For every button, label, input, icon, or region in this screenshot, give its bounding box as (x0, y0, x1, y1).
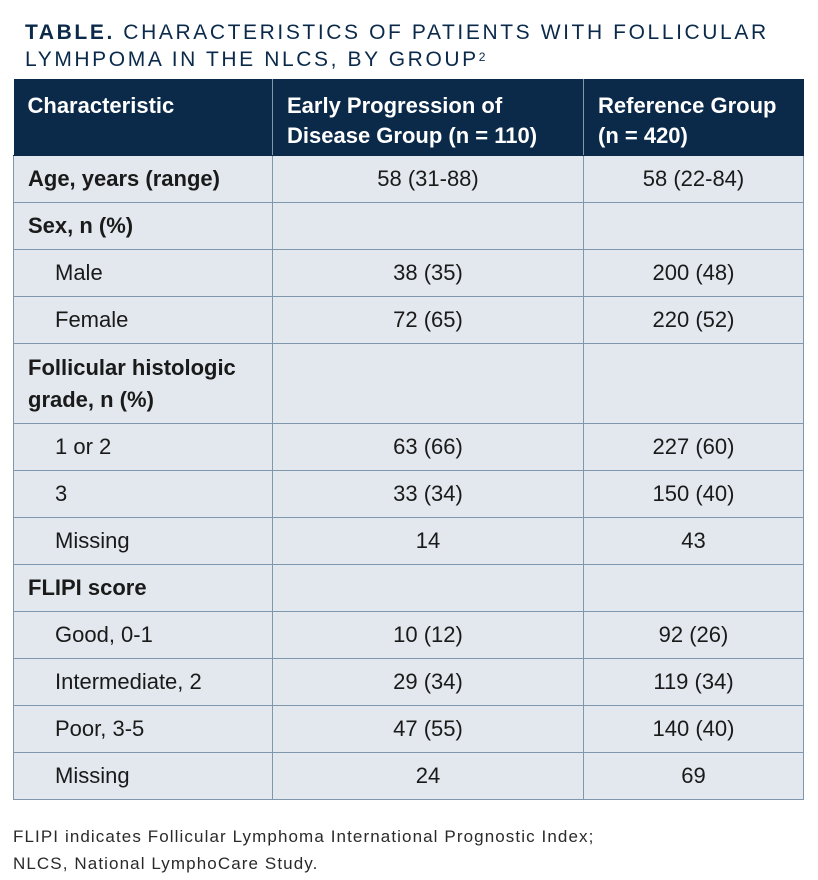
table-row: Male 38 (35) 200 (48) (13, 249, 804, 297)
reference-value (583, 202, 804, 250)
table-row: Sex, n (%) (13, 202, 804, 250)
reference-value: 200 (48) (583, 249, 804, 297)
header-row: Characteristic Early Progression of Dise… (13, 79, 804, 156)
row-label: Missing (13, 517, 273, 565)
early-value: 38 (35) (272, 249, 584, 297)
header-reference-group: Reference Group (n = 420) (583, 79, 804, 156)
reference-value (583, 564, 804, 612)
early-value: 33 (34) (272, 470, 584, 518)
early-value: 10 (12) (272, 611, 584, 659)
table-row: 1 or 2 63 (66) 227 (60) (13, 423, 804, 471)
reference-value: 119 (34) (583, 658, 804, 706)
row-label: Sex, n (%) (13, 202, 273, 250)
reference-value: 43 (583, 517, 804, 565)
row-label: Missing (13, 752, 273, 800)
reference-value: 140 (40) (583, 705, 804, 753)
row-label: Poor, 3-5 (13, 705, 273, 753)
row-label: Female (13, 296, 273, 344)
early-value: 58 (31-88) (272, 155, 584, 203)
table-row: Poor, 3-5 47 (55) 140 (40) (13, 705, 804, 753)
table-row: Missing 14 43 (13, 517, 804, 565)
table-row: Intermediate, 2 29 (34) 119 (34) (13, 658, 804, 706)
early-value (272, 564, 584, 612)
row-label: 3 (13, 470, 273, 518)
table-row: Missing 24 69 (13, 752, 804, 800)
table-title-dot: . (106, 21, 115, 44)
header-characteristic: Characteristic (13, 79, 273, 156)
row-label: Male (13, 249, 273, 297)
row-label: Follicular histologic grade, n (%) (13, 343, 273, 424)
early-value: 14 (272, 517, 584, 565)
early-value: 72 (65) (272, 296, 584, 344)
early-value (272, 202, 584, 250)
row-label: 1 or 2 (13, 423, 273, 471)
table-row: FLIPI score (13, 564, 804, 612)
reference-value: 92 (26) (583, 611, 804, 659)
reference-value: 150 (40) (583, 470, 804, 518)
table-row: Good, 0-1 10 (12) 92 (26) (13, 611, 804, 659)
footnote-line-2: NLCS, National LymphoCare Study. (13, 854, 319, 873)
table-title-lead: TABLE (25, 21, 107, 44)
table-title: TABLE. CHARACTERISTICS OF PATIENTS WITH … (25, 19, 815, 73)
early-value: 29 (34) (272, 658, 584, 706)
reference-value: 220 (52) (583, 296, 804, 344)
early-value: 47 (55) (272, 705, 584, 753)
early-value (272, 343, 584, 424)
reference-value (583, 343, 804, 424)
table-row: Female 72 (65) 220 (52) (13, 296, 804, 344)
table-row: Age, years (range) 58 (31-88) 58 (22-84) (13, 155, 804, 203)
row-label: Intermediate, 2 (13, 658, 273, 706)
reference-value: 227 (60) (583, 423, 804, 471)
patient-characteristics-table: Characteristic Early Progression of Dise… (13, 79, 804, 800)
row-label: Good, 0-1 (13, 611, 273, 659)
early-value: 24 (272, 752, 584, 800)
footnote-line-1: FLIPI indicates Follicular Lymphoma Inte… (13, 827, 595, 846)
header-early-progression-group: Early Progression of Disease Group (n = … (272, 79, 584, 156)
row-label: FLIPI score (13, 564, 273, 612)
footnote: FLIPI indicates Follicular Lymphoma Inte… (13, 823, 803, 877)
early-value: 63 (66) (272, 423, 584, 471)
table-title-text: CHARACTERISTICS OF PATIENTS WITH FOLLICU… (25, 21, 769, 71)
row-label: Age, years (range) (13, 155, 273, 203)
reference-value: 58 (22-84) (583, 155, 804, 203)
table-row: 3 33 (34) 150 (40) (13, 470, 804, 518)
reference-value: 69 (583, 752, 804, 800)
table-title-reference: 2 (478, 50, 486, 64)
table-row: Follicular histologic grade, n (%) (13, 343, 804, 424)
